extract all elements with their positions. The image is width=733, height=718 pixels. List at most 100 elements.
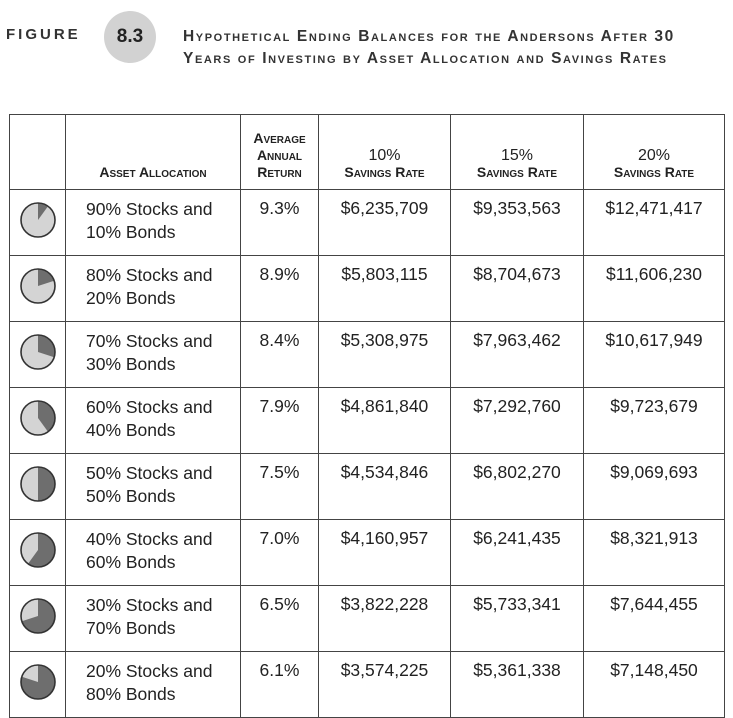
savings-10-cell: $3,574,225 (318, 651, 451, 718)
header-row: Asset Allocation Average Annual Return 1… (9, 114, 725, 190)
allocation-line2: 60% Bonds (86, 552, 176, 572)
allocation-pie-icon (19, 202, 56, 238)
header-return-line3: Return (257, 164, 302, 180)
savings-10-cell: $4,160,957 (318, 519, 451, 586)
savings-20-cell: $12,471,417 (583, 189, 725, 256)
allocation-line2: 10% Bonds (86, 222, 176, 242)
savings-10-cell: $4,534,846 (318, 453, 451, 520)
header-rate15: 15% Savings Rate (450, 114, 584, 190)
header-rate10-pct: 10% (368, 147, 401, 164)
allocation-line2: 50% Bonds (86, 486, 176, 506)
header-rate20-label: Savings Rate (613, 164, 695, 180)
table-row: 80% Stocks and 20% Bonds 8.9% $5,803,115 $8,… (9, 255, 725, 322)
average-return-cell: 8.4% (240, 321, 319, 388)
bonds-slice (37, 401, 55, 432)
average-return-cell: 7.0% (240, 519, 319, 586)
bonds-slice (21, 599, 55, 633)
allocation-line1: 70% Stocks and (86, 331, 213, 351)
average-return-cell: 6.1% (240, 651, 319, 718)
savings-15-cell: $7,292,760 (450, 387, 584, 454)
table-row: 60% Stocks and 40% Bonds 7.9% $4,861,840 $7,… (9, 387, 725, 454)
allocation-line2: 80% Bonds (86, 684, 176, 704)
bonds-slice (37, 269, 54, 286)
allocation-cell: 30% Stocks and 70% Bonds (65, 585, 241, 652)
figure-number-badge: 8.3 (104, 11, 156, 63)
header-rate20-pct: 20% (637, 147, 671, 164)
allocation-pie-icon (19, 532, 56, 568)
allocation-cell: 40% Stocks and 60% Bonds (65, 519, 241, 586)
savings-20-cell: $7,148,450 (583, 651, 725, 718)
allocation-line2: 30% Bonds (86, 354, 176, 374)
allocation-cell: 70% Stocks and 30% Bonds (65, 321, 241, 388)
average-return-cell: 8.9% (240, 255, 319, 322)
header-return-line1: Average (253, 130, 306, 146)
allocation-line2: 20% Bonds (86, 288, 176, 308)
allocation-line1: 80% Stocks and (86, 265, 213, 285)
savings-20-cell: $8,321,913 (583, 519, 725, 586)
pie-outline (19, 334, 56, 370)
savings-20-cell: $9,723,679 (583, 387, 725, 454)
header-rate20: 20% Savings Rate (583, 114, 725, 190)
savings-15-cell: $7,963,462 (450, 321, 584, 388)
allocation-pie-cell (9, 453, 66, 520)
allocation-cell: 90% Stocks and 10% Bonds (65, 189, 241, 256)
savings-10-cell: $5,308,975 (318, 321, 451, 388)
pie-outline (19, 532, 56, 568)
allocation-pie-cell (9, 255, 66, 322)
allocation-line1: 30% Stocks and (86, 595, 213, 615)
average-return-cell: 9.3% (240, 189, 319, 256)
header-rate15-label: Savings Rate (476, 164, 558, 180)
allocation-pie-cell (9, 321, 66, 388)
savings-15-cell: $8,704,673 (450, 255, 584, 322)
allocation-pie-icon (19, 664, 56, 700)
savings-15-cell: $9,353,563 (450, 189, 584, 256)
bonds-slice (27, 533, 55, 567)
allocation-cell: 60% Stocks and 40% Bonds (65, 387, 241, 454)
allocation-line1: 50% Stocks and (86, 463, 213, 483)
savings-20-cell: $9,069,693 (583, 453, 725, 520)
savings-10-cell: $6,235,709 (318, 189, 451, 256)
allocation-line2: 70% Bonds (86, 618, 176, 638)
header-return-line2: Annual (256, 147, 303, 163)
table-row: 30% Stocks and 70% Bonds 6.5% $3,822,228 $5,… (9, 585, 725, 652)
allocation-line1: 20% Stocks and (86, 661, 213, 681)
allocation-pie-icon (19, 334, 56, 370)
bonds-slice (37, 467, 55, 501)
table-row: 40% Stocks and 60% Bonds 7.0% $4,160,957 $6,… (9, 519, 725, 586)
allocation-cell: 50% Stocks and 50% Bonds (65, 453, 241, 520)
allocation-cell: 20% Stocks and 80% Bonds (65, 651, 241, 718)
pie-outline (19, 400, 56, 436)
header-rate10-label: Savings Rate (344, 164, 425, 180)
savings-15-cell: $5,361,338 (450, 651, 584, 718)
figure-label: FIGURE (6, 26, 81, 43)
average-return-cell: 6.5% (240, 585, 319, 652)
allocation-pie-icon (19, 466, 56, 502)
table-row: 20% Stocks and 80% Bonds 6.1% $3,574,225 $5,… (9, 651, 725, 718)
savings-10-cell: $4,861,840 (318, 387, 451, 454)
savings-20-cell: $10,617,949 (583, 321, 725, 388)
allocation-line1: 90% Stocks and (86, 199, 213, 219)
allocation-pie-cell (9, 585, 66, 652)
allocation-table: Asset Allocation Average Annual Return 1… (9, 114, 725, 718)
average-return-cell: 7.9% (240, 387, 319, 454)
savings-15-cell: $6,241,435 (450, 519, 584, 586)
figure-title: Hypothetical Ending Balances for the And… (183, 28, 675, 67)
header-rate15-pct: 15% (500, 147, 534, 164)
header-return: Average Annual Return (240, 114, 319, 190)
bonds-slice (37, 203, 48, 220)
allocation-pie-icon (19, 268, 56, 304)
allocation-pie-cell (9, 651, 66, 718)
pie-outline (19, 466, 56, 502)
average-return-cell: 7.5% (240, 453, 319, 520)
savings-20-cell: $7,644,455 (583, 585, 725, 652)
allocation-pie-cell (9, 519, 66, 586)
allocation-line2: 40% Bonds (86, 420, 176, 440)
pie-outline (19, 202, 56, 238)
savings-15-cell: $6,802,270 (450, 453, 584, 520)
savings-10-cell: $3,822,228 (318, 585, 451, 652)
pie-outline (19, 268, 56, 304)
allocation-pie-icon (19, 598, 56, 634)
allocation-pie-icon (19, 400, 56, 436)
allocation-line1: 40% Stocks and (86, 529, 213, 549)
allocation-pie-cell (9, 387, 66, 454)
